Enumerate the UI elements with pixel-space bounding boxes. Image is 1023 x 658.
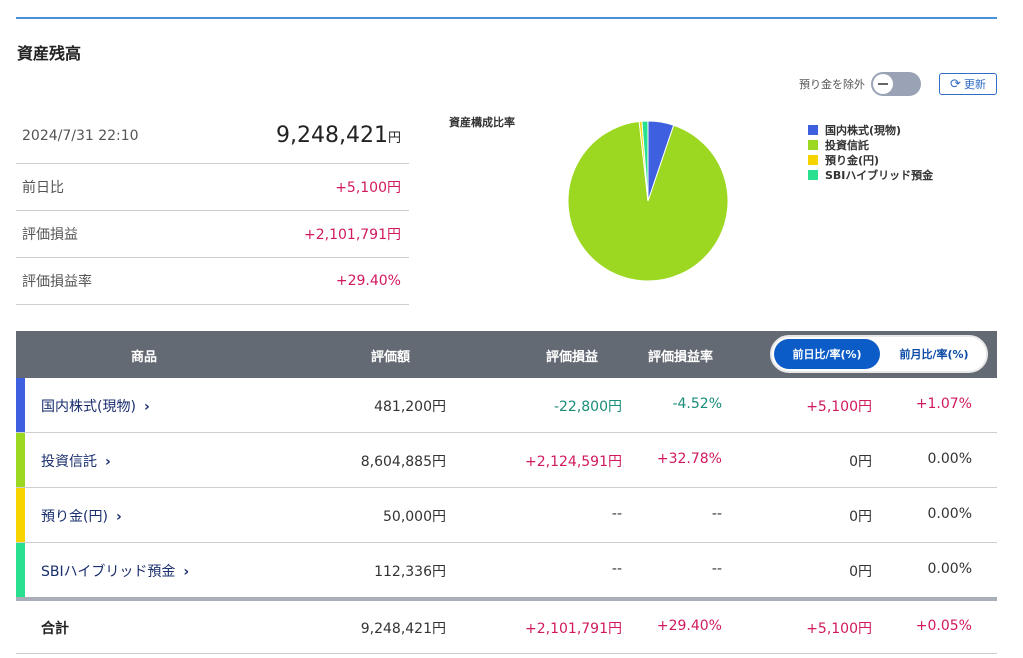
tab-month-change[interactable]: 前月比/率(%) [899,348,969,361]
product-link[interactable]: 投資信託 › [41,451,111,471]
product-name: 投資信託 [41,454,97,470]
pl-cell: -- [611,506,622,522]
legend-item: 国内株式(現物) [808,122,933,137]
row-color-bar [16,543,25,597]
total-pl-rate-cell: +29.40% [656,618,722,634]
pl-rate-cell: -- [711,506,722,522]
row-color-bar [16,488,25,542]
legend-label: 国内株式(現物) [825,123,902,137]
legend-label: SBIハイブリッド預金 [825,168,934,182]
table-row: 国内株式(現物) › 481,200円 -22,800円 -4.52% +5,10… [16,378,997,433]
table-row: 投資信託 › 8,604,885円 +2,124,591円 +32.78% 0円 … [16,433,997,488]
table-row: SBIハイブリッド預金 › 112,336円 -- -- 0円 0.00% [16,543,997,597]
month-rate-cell: 0.00% [927,561,972,577]
total-row: 合計 9,248,421円 +2,101,791円 +29.40% +5,100… [16,601,997,654]
summary-total: 9,248,421円 [276,123,401,148]
month-rate-cell: 0.00% [927,451,972,467]
summary-row-pl: 評価損益 +2,101,791円 [16,211,409,258]
row-color-bar [16,378,25,432]
day-change-cell: +5,100円 [806,399,872,415]
refresh-label: 更新 [963,78,986,91]
chevron-right-icon: › [183,564,190,580]
refresh-button[interactable]: ⟳ 更新 [939,73,997,95]
summary-value: +29.40% [335,273,401,289]
legend-label: 投資信託 [825,138,869,152]
pl-rate-cell: +32.78% [656,451,722,467]
chevron-right-icon: › [105,454,111,470]
day-change-cell: 0円 [849,509,872,525]
total-separator [16,597,997,601]
legend-swatch [808,139,818,150]
legend-swatch [808,154,818,165]
refresh-icon: ⟳ [950,76,961,92]
pl-cell: -22,800円 [553,399,622,415]
summary-total-unit: 円 [387,131,401,146]
pie-slice-1 [567,120,729,282]
header-pl-rate: 評価損益率 [648,350,714,365]
exclude-deposit-label: 預り金を除外 [799,78,865,91]
controls-bar: 預り金を除外 ⟳ 更新 [799,72,997,96]
product-name: SBIハイブリッド預金 [41,564,176,580]
legend-label: 預り金(円) [825,153,880,167]
day-change-cell: 0円 [849,564,872,580]
summary-total-amount: 9,248,421 [276,123,388,148]
summary-row-pl-rate: 評価損益率 +29.40% [16,258,409,305]
legend-swatch [808,124,818,135]
day-change-cell: 0円 [849,454,872,470]
header-amount: 評価額 [371,350,411,365]
page-title: 資産残高 [17,44,82,63]
product-link[interactable]: 預り金(円) › [41,506,122,526]
summary-value: +5,100円 [335,180,401,196]
legend-item: 投資信託 [808,137,933,152]
table-header: 商品 評価額 評価損益 評価損益率 前日比/率(%) 前月比/率(%) [16,331,997,378]
holdings-table: 商品 評価額 評価損益 評価損益率 前日比/率(%) 前月比/率(%) 国内株式… [16,331,997,654]
tab-day-change[interactable]: 前日比/率(%) [774,339,880,369]
chevron-right-icon: › [115,509,122,525]
total-pl-cell: +2,101,791円 [525,621,622,637]
exclude-deposit-toggle[interactable] [871,72,921,96]
total-month-rate-cell: +0.05% [915,618,972,634]
product-link[interactable]: SBIハイブリッド預金 › [41,561,189,581]
total-day-change-cell: +5,100円 [806,621,872,637]
header-product: 商品 [131,350,158,365]
amount-cell: 50,000円 [383,509,446,525]
amount-cell: 481,200円 [374,399,446,415]
legend-item: 預り金(円) [808,152,933,167]
toggle-knob [873,74,893,94]
pl-rate-cell: -4.52% [672,396,722,412]
chart-legend: 国内株式(現物) 投資信託 預り金(円) SBIハイブリッド預金 [808,122,933,182]
summary-datetime: 2024/7/31 22:10 [22,127,139,144]
summary-label: 評価損益 [22,227,78,243]
summary-label: 前日比 [22,180,64,196]
pl-cell: +2,124,591円 [525,454,622,470]
chevron-right-icon: › [143,399,150,415]
month-rate-cell: 0.00% [927,506,972,522]
chart-title: 資産構成比率 [449,116,515,129]
product-name: 預り金(円) [41,509,108,525]
summary-panel: 2024/7/31 22:10 9,248,421円 前日比 +5,100円 評… [16,108,409,305]
total-label: 合計 [41,621,69,637]
allocation-pie-chart [567,120,729,282]
pl-rate-cell: -- [711,561,722,577]
table-row: 預り金(円) › 50,000円 -- -- 0円 0.00% [16,488,997,543]
amount-cell: 112,336円 [374,564,446,580]
period-toggle: 前日比/率(%) 前月比/率(%) [770,335,988,373]
product-name: 国内株式(現物) [41,399,136,415]
total-amount-cell: 9,248,421円 [360,621,446,637]
month-rate-cell: +1.07% [915,396,972,412]
product-link[interactable]: 国内株式(現物) › [41,396,150,416]
legend-swatch [808,169,818,180]
pl-cell: -- [611,561,622,577]
header-pl: 評価損益 [546,350,599,365]
summary-label: 評価損益率 [22,274,92,290]
amount-cell: 8,604,885円 [360,454,446,470]
summary-total-row: 2024/7/31 22:10 9,248,421円 [16,108,409,164]
legend-item: SBIハイブリッド預金 [808,167,933,182]
summary-value: +2,101,791円 [304,227,401,243]
top-divider [16,17,997,19]
pie-slice-3 [641,120,649,202]
row-color-bar [16,433,25,487]
summary-row-day-change: 前日比 +5,100円 [16,164,409,211]
